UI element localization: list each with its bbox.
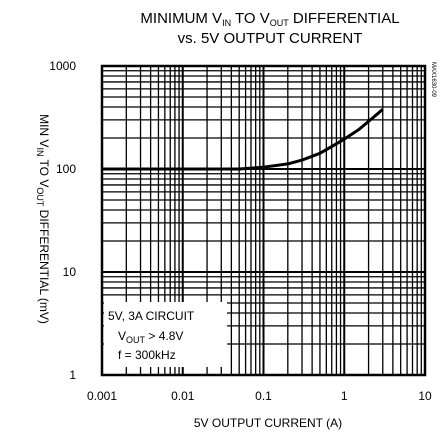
graph-id: MAX1630-09 [430,62,436,98]
x-tick-label: 0.01 [171,389,195,403]
x-tick-label: 10 [418,389,432,403]
y-axis-label: MIN VIN TO VOUT DIFFERENTIAL (mV) [35,114,51,324]
x-tick-label: 0.001 [87,389,117,403]
data-series-line [102,108,384,171]
plot-frame [100,64,427,377]
y-tick-label: 1 [69,368,76,382]
y-tick-label: 10 [63,265,77,279]
annotation-line-3: f = 300kHz [118,348,176,362]
y-tick-label: 100 [56,162,76,176]
annotation-line-2: VOUT > 4.8V [118,329,183,345]
annotation-line-1: 5V, 3A CIRCUIT [108,309,195,323]
annotation-box: 5V, 3A CIRCUIT VOUT > 4.8V f = 300kHz [104,302,227,367]
plot-area: 0.001 0.01 0.1 1 10 1 10 100 1000 [49,59,432,403]
x-axis-label: 5V OUTPUT CURRENT (A) [194,416,342,430]
y-tick-label: 1000 [49,59,76,73]
x-tick-label: 1 [341,389,348,403]
chart-subtitle: vs. 5V OUTPUT CURRENT [178,30,363,47]
x-tick-label: 0.1 [255,389,272,403]
chart-title: MINIMUM VIN TO VOUT DIFFERENTIAL [140,10,399,28]
annotation-background [104,302,227,367]
